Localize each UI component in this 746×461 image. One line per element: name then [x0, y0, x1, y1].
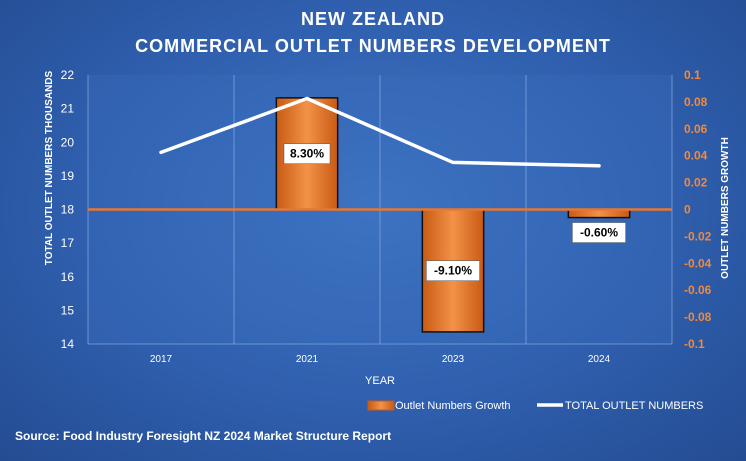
x-axis-title: YEAR — [365, 375, 395, 387]
legend-label-growth: Outlet Numbers Growth — [395, 400, 511, 412]
x-axis-ticks: 2017 2021 2023 2024 — [150, 354, 611, 365]
right-tick-label: 0.06 — [684, 122, 708, 136]
data-label-box — [283, 143, 331, 164]
right-tick-label: -0.02 — [684, 229, 712, 243]
x-tick-label: 2021 — [296, 354, 319, 365]
line-total-outlet-numbers — [159, 96, 601, 168]
left-tick-label: 19 — [61, 169, 75, 183]
left-tick-label: 20 — [61, 135, 75, 149]
line-series — [159, 96, 601, 168]
data-label-2021: 8.30% — [283, 143, 331, 164]
right-tick-label: 0.04 — [684, 149, 708, 163]
right-tick-label: -0.1 — [684, 337, 705, 351]
right-tick-label: -0.06 — [684, 283, 712, 297]
data-label-box — [426, 260, 480, 281]
legend-swatch-growth — [367, 400, 395, 411]
data-label-2024: -0.60% — [572, 222, 626, 243]
left-axis-title: TOTAL OUTLET NUMBERS THOUSANDS — [44, 70, 55, 265]
data-labels: 8.30% -9.10% -0.60% — [283, 143, 626, 281]
right-axis-ticks: -0.1 -0.08 -0.06 -0.04 -0.02 0 0.02 0.04 0.06 0.0… — [684, 68, 712, 351]
chart-title-line-2: COMMERCIAL OUTLET NUMBERS DEVELOPMENT — [135, 36, 611, 56]
source-note: Source: Food Industry Foresight NZ 2024 … — [15, 429, 391, 443]
line-point-2023 — [451, 160, 455, 164]
right-tick-label: 0.08 — [684, 95, 708, 109]
left-tick-label: 17 — [61, 236, 75, 250]
right-tick-label: 0.02 — [684, 176, 708, 190]
left-tick-label: 18 — [61, 203, 75, 217]
x-tick-label: 2017 — [150, 354, 173, 365]
x-tick-label: 2024 — [588, 354, 611, 365]
left-tick-label: 16 — [61, 270, 75, 284]
data-label-text: -0.60% — [580, 226, 618, 240]
left-axis-ticks: 14 15 16 17 18 19 20 21 22 — [61, 68, 75, 351]
left-tick-label: 21 — [61, 102, 75, 116]
right-axis-title: OUTLET NUMBERS GROWTH — [720, 137, 731, 279]
line-point-2024 — [597, 164, 601, 168]
right-tick-label: -0.08 — [684, 310, 712, 324]
chart-title-line-1: NEW ZEALAND — [301, 9, 445, 29]
line-point-2021 — [305, 97, 309, 101]
left-tick-label: 22 — [61, 68, 75, 82]
right-tick-label: 0 — [684, 203, 691, 217]
data-label-text: 8.30% — [290, 147, 324, 161]
left-tick-label: 15 — [61, 303, 75, 317]
right-tick-label: 0.1 — [684, 68, 701, 82]
legend: Outlet Numbers Growth TOTAL OUTLET NUMBE… — [367, 400, 703, 412]
data-label-2023: -9.10% — [426, 260, 480, 281]
data-label-box — [572, 222, 626, 243]
data-label-text: -9.10% — [434, 264, 472, 278]
line-point-2017 — [159, 150, 163, 154]
left-tick-label: 14 — [61, 337, 75, 351]
right-tick-label: -0.04 — [684, 256, 712, 270]
x-tick-label: 2023 — [442, 354, 465, 365]
legend-label-total: TOTAL OUTLET NUMBERS — [565, 400, 703, 412]
